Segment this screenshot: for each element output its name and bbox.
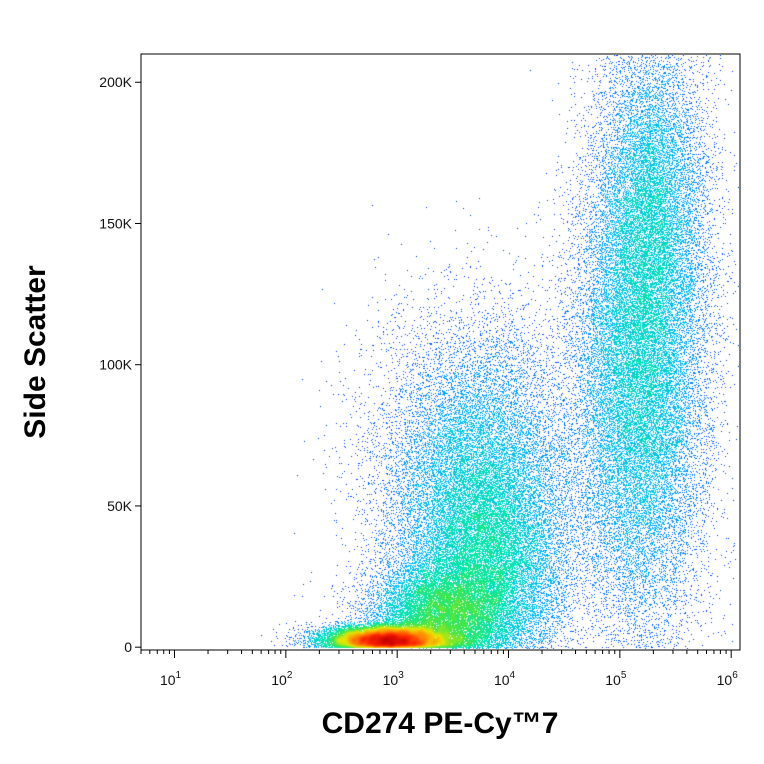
y-axis: 0 50K 100K 150K 200K [99, 74, 141, 655]
x-tick-exponent: 6 [732, 670, 738, 681]
y-axis-title: Side Scatter [19, 265, 52, 439]
x-tick-label: 105 [605, 670, 627, 688]
x-tick-label: 104 [494, 670, 516, 688]
x-axis-title: CD274 PE-Cy™7 [322, 707, 559, 740]
x-tick-label: 103 [383, 670, 405, 688]
x-tick-label: 101 [160, 670, 182, 688]
x-tick-base: 10 [383, 672, 399, 688]
x-tick-label: 106 [717, 670, 739, 688]
x-tick-exponent: 3 [398, 670, 404, 681]
plot-border [140, 53, 741, 651]
x-tick-base: 10 [605, 672, 621, 688]
x-tick-label: 102 [271, 670, 293, 688]
x-tick-base: 10 [494, 672, 510, 688]
y-tick-label: 100K [99, 357, 132, 373]
y-tick-label: 0 [124, 639, 132, 655]
y-tick-label: 150K [99, 215, 132, 231]
y-tick-label: 200K [99, 74, 132, 90]
x-tick-base: 10 [717, 672, 733, 688]
x-tick-exponent: 5 [621, 670, 627, 681]
x-tick-base: 10 [271, 672, 287, 688]
density-layer [142, 55, 739, 649]
x-tick-exponent: 2 [287, 670, 293, 681]
density-canvas [142, 55, 739, 649]
x-tick-base: 10 [160, 672, 176, 688]
x-axis: 101 102 103 104 105 106 [140, 650, 739, 688]
x-tick-exponent: 1 [176, 670, 182, 681]
y-tick-label: 50K [107, 498, 133, 514]
x-tick-exponent: 4 [510, 670, 516, 681]
